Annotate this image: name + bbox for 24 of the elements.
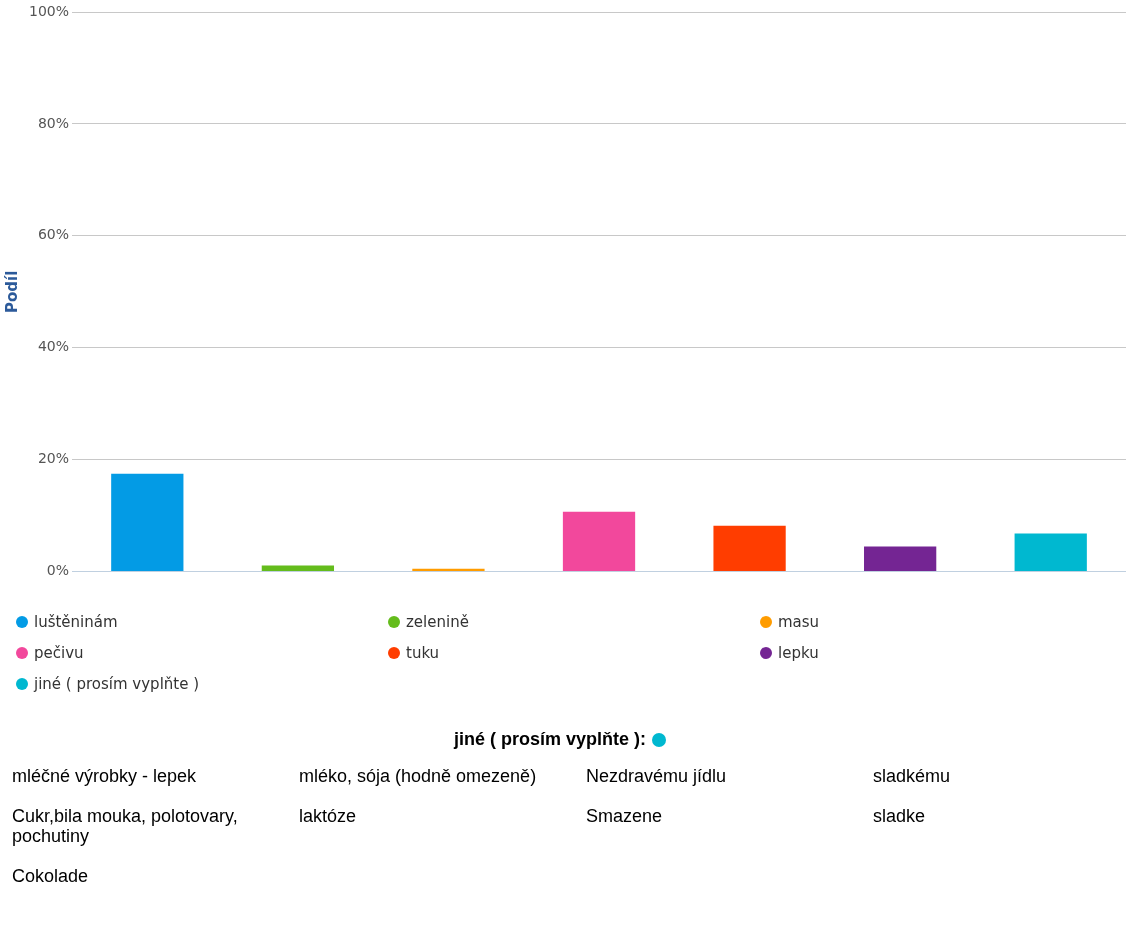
text: sladke (872, 805, 927, 828)
legend-label: tuku (405, 642, 441, 664)
legend-label: zelenině (405, 611, 470, 633)
text: jiné ( prosím vyplňte ): (453, 729, 647, 750)
text: Cokolade (11, 865, 90, 888)
text: Cukr,bila mouka, polotovary, pochutiny (11, 805, 239, 848)
text: mléčné výrobky - lepek (11, 765, 198, 788)
text: sladkému (872, 765, 952, 788)
y-tick-label: 20% (37, 450, 70, 467)
legend-label: luštěninám (33, 611, 119, 633)
legend-label: masu (777, 611, 821, 633)
text: laktóze (298, 805, 358, 828)
legend-label: jiné ( prosím vyplňte ) (32, 673, 201, 695)
text: mléko, sója (hodně omezeně) (298, 765, 538, 788)
y-tick-label: 80% (37, 114, 70, 131)
legend-label: lepku (777, 642, 820, 664)
y-tick-label: 40% (37, 338, 70, 355)
y-tick-label: 0% (46, 562, 70, 579)
y-tick-label: 100% (28, 2, 70, 19)
y-axis-title: Podíl (2, 270, 21, 313)
y-tick-label: 60% (37, 226, 70, 243)
legend-label: pečivu (33, 642, 85, 664)
text: Nezdravému jídlu (585, 765, 728, 788)
text: Smazene (585, 805, 664, 828)
